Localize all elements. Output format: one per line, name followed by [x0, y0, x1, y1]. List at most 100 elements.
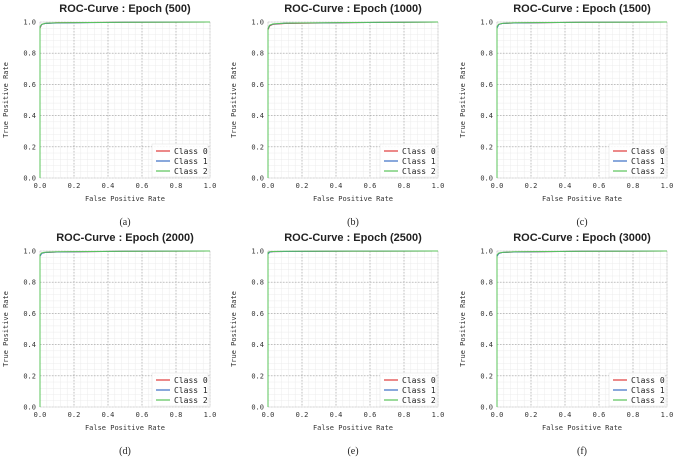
subfigure-caption: (e) [347, 446, 358, 457]
x-tick-label: 0.6 [593, 182, 606, 190]
x-tick-label: 0.8 [170, 411, 183, 419]
x-tick-label: 1.0 [204, 182, 217, 190]
x-tick-label: 1.0 [204, 411, 217, 419]
x-tick-label: 0.0 [34, 182, 47, 190]
legend-label: Class 1 [631, 386, 665, 395]
y-axis-label: True Positive Rate [2, 62, 10, 138]
y-tick-label: 0.8 [23, 50, 36, 58]
roc-chart-d: 0.0 0.2 0.4 0.6 0.8 1.0 0.0 0.2 0.4 0.6 0.8 1.0 ROC-… [2, 232, 217, 457]
roc-line-class-2 [39, 21, 211, 178]
y-tick-label: 0.6 [251, 81, 264, 89]
subfigure-caption: (d) [119, 446, 131, 457]
x-axis-label: False Positive Rate [542, 195, 622, 203]
x-tick-label: 0.4 [559, 411, 572, 419]
legend-label: Class 1 [174, 386, 208, 395]
chart-title: ROC-Curve : Epoch (500) [59, 3, 191, 15]
x-tick-label: 0.8 [627, 182, 640, 190]
y-tick-label: 0.8 [480, 279, 493, 287]
y-tick-label: 1.0 [480, 248, 493, 256]
x-tick-label: 0.6 [364, 182, 377, 190]
roc-chart-f: 0.0 0.2 0.4 0.6 0.8 1.0 0.0 0.2 0.4 0.6 0.8 1.0 ROC-… [459, 232, 674, 457]
x-axis-label: False Positive Rate [542, 424, 622, 432]
subfigure-caption: (f) [577, 446, 587, 457]
roc-chart-e: 0.0 0.2 0.4 0.6 0.8 1.0 0.0 0.2 0.4 0.6 0.8 1.0 ROC-… [230, 232, 445, 457]
y-tick-label: 0.8 [251, 50, 264, 58]
minor-grid [496, 250, 668, 408]
y-tick-label: 0.4 [23, 112, 36, 120]
x-tick-label: 0.0 [491, 182, 504, 190]
x-tick-label: 0.4 [330, 411, 343, 419]
y-axis-label: True Positive Rate [459, 291, 467, 367]
roc-line-class-2 [496, 21, 668, 178]
y-tick-label: 1.0 [251, 19, 264, 27]
x-tick-label: 0.6 [364, 411, 377, 419]
chart-title: ROC-Curve : Epoch (3000) [513, 232, 651, 244]
x-tick-label: 0.0 [262, 182, 275, 190]
legend-label: Class 0 [174, 147, 208, 156]
x-tick-label: 0.4 [330, 182, 343, 190]
x-tick-label: 0.2 [525, 411, 538, 419]
subfigure-caption: (b) [347, 217, 359, 228]
legend-label: Class 1 [631, 157, 665, 166]
y-tick-label: 0.0 [23, 404, 36, 412]
y-axis-label: True Positive Rate [230, 291, 238, 367]
y-tick-label: 0.4 [480, 341, 493, 349]
x-tick-label: 0.2 [296, 182, 309, 190]
y-tick-label: 0.0 [251, 175, 264, 183]
y-tick-label: 0.2 [251, 143, 264, 151]
roc-panel-b: 0.0 0.2 0.4 0.6 0.8 1.0 0.0 0.2 0.4 0.6 0.8 1.0 ROC-… [228, 0, 456, 229]
x-tick-label: 0.0 [491, 411, 504, 419]
y-tick-label: 1.0 [251, 248, 264, 256]
legend-label: Class 0 [631, 376, 665, 385]
y-tick-label: 0.4 [23, 341, 36, 349]
y-tick-label: 0.8 [23, 279, 36, 287]
y-axis-label: True Positive Rate [230, 62, 238, 138]
y-tick-label: 0.6 [23, 310, 36, 318]
x-tick-label: 1.0 [661, 411, 674, 419]
y-tick-label: 0.2 [480, 143, 493, 151]
y-tick-label: 0.2 [480, 372, 493, 380]
x-axis-label: False Positive Rate [85, 195, 165, 203]
roc-panel-f: 0.0 0.2 0.4 0.6 0.8 1.0 0.0 0.2 0.4 0.6 0.8 1.0 ROC-… [457, 229, 685, 458]
roc-panel-d: 0.0 0.2 0.4 0.6 0.8 1.0 0.0 0.2 0.4 0.6 0.8 1.0 ROC-… [0, 229, 228, 458]
y-tick-label: 0.6 [251, 310, 264, 318]
x-tick-label: 1.0 [432, 411, 445, 419]
x-tick-label: 1.0 [661, 182, 674, 190]
legend-label: Class 0 [631, 147, 665, 156]
x-axis-label: False Positive Rate [313, 195, 393, 203]
y-tick-label: 0.0 [480, 404, 493, 412]
y-tick-label: 1.0 [480, 19, 493, 27]
y-tick-label: 0.4 [251, 112, 264, 120]
legend-label: Class 2 [631, 396, 665, 405]
y-tick-label: 0.0 [251, 404, 264, 412]
roc-chart-b: 0.0 0.2 0.4 0.6 0.8 1.0 0.0 0.2 0.4 0.6 0.8 1.0 ROC-… [230, 3, 445, 228]
x-axis-label: False Positive Rate [85, 424, 165, 432]
legend-label: Class 2 [174, 167, 208, 176]
chart-title: ROC-Curve : Epoch (1500) [513, 3, 651, 15]
x-tick-label: 0.2 [525, 182, 538, 190]
roc-line-class-2 [267, 21, 439, 178]
y-tick-label: 1.0 [23, 19, 36, 27]
x-tick-label: 0.4 [559, 182, 572, 190]
x-tick-label: 1.0 [432, 182, 445, 190]
y-tick-label: 0.8 [480, 50, 493, 58]
x-tick-label: 0.6 [136, 182, 149, 190]
y-axis-label: True Positive Rate [2, 291, 10, 367]
x-tick-label: 0.4 [102, 411, 115, 419]
y-tick-label: 0.6 [480, 310, 493, 318]
y-axis-label: True Positive Rate [459, 62, 467, 138]
x-tick-label: 0.4 [102, 182, 115, 190]
subfigure-caption: (c) [576, 217, 587, 228]
x-tick-label: 0.6 [593, 411, 606, 419]
roc-panel-e: 0.0 0.2 0.4 0.6 0.8 1.0 0.0 0.2 0.4 0.6 0.8 1.0 ROC-… [228, 229, 456, 458]
legend-label: Class 1 [402, 157, 436, 166]
legend-label: Class 0 [402, 147, 436, 156]
y-tick-label: 0.6 [480, 81, 493, 89]
legend-label: Class 1 [402, 386, 436, 395]
x-tick-label: 0.2 [68, 411, 81, 419]
